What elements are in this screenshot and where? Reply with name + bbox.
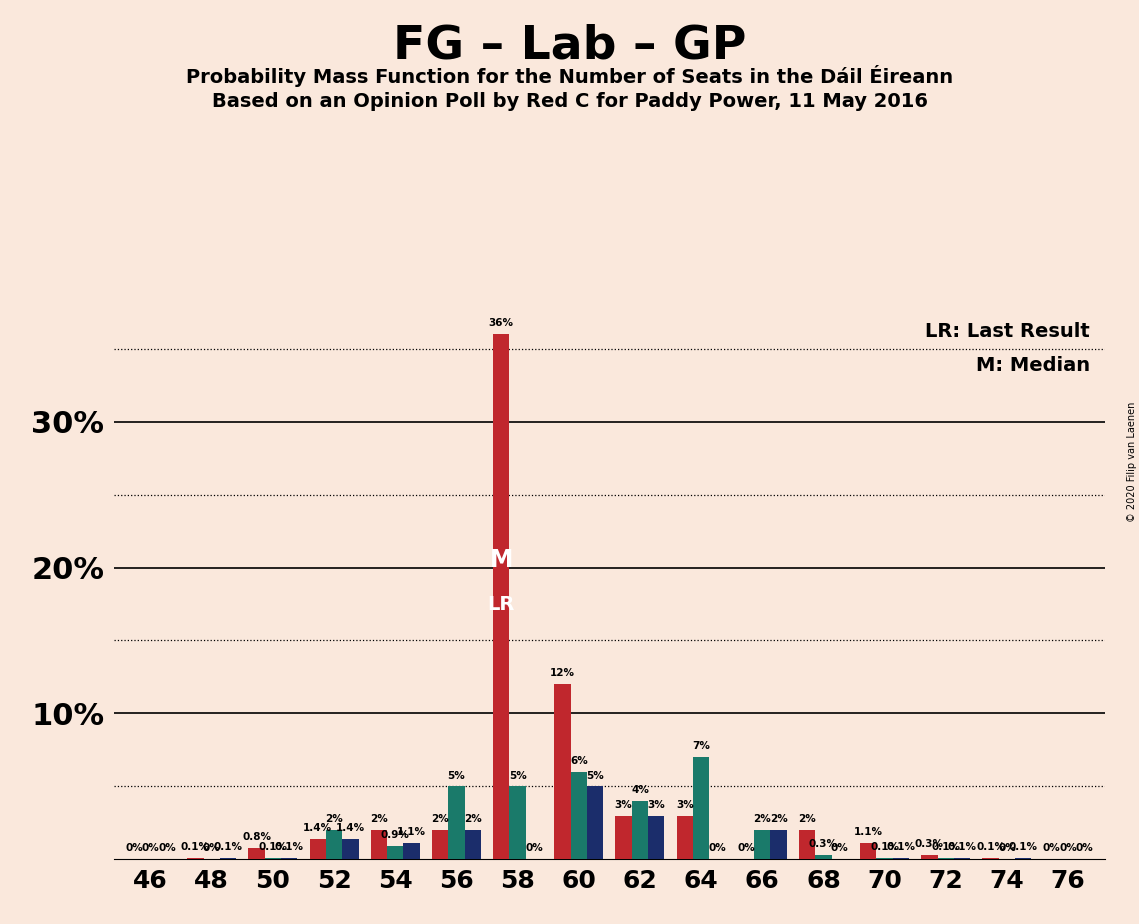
Text: 0%: 0% xyxy=(1059,844,1077,854)
Text: 0%: 0% xyxy=(998,844,1016,854)
Text: 0.1%: 0.1% xyxy=(181,842,210,852)
Text: 5%: 5% xyxy=(448,771,466,781)
Bar xyxy=(281,857,297,859)
Text: 0.8%: 0.8% xyxy=(243,832,271,842)
Bar xyxy=(798,830,816,859)
Text: 0.1%: 0.1% xyxy=(214,842,243,852)
Bar xyxy=(677,816,693,859)
Bar xyxy=(465,830,481,859)
Text: 0%: 0% xyxy=(203,844,221,854)
Bar xyxy=(632,801,648,859)
Bar xyxy=(937,857,954,859)
Bar xyxy=(877,857,893,859)
Bar xyxy=(220,857,236,859)
Bar xyxy=(693,757,710,859)
Text: 2%: 2% xyxy=(432,814,449,824)
Text: 7%: 7% xyxy=(693,741,710,751)
Text: 0.1%: 0.1% xyxy=(259,842,287,852)
Text: 2%: 2% xyxy=(798,814,816,824)
Bar xyxy=(403,844,420,859)
Bar xyxy=(770,830,787,859)
Text: 1.1%: 1.1% xyxy=(398,827,426,837)
Text: 1.1%: 1.1% xyxy=(854,827,883,837)
Text: 1.4%: 1.4% xyxy=(336,823,364,833)
Text: 0.3%: 0.3% xyxy=(809,839,838,849)
Text: 0%: 0% xyxy=(158,844,175,854)
Text: 0%: 0% xyxy=(1075,844,1093,854)
Text: 0%: 0% xyxy=(708,844,727,854)
Bar xyxy=(387,846,403,859)
Text: 0.1%: 0.1% xyxy=(932,842,960,852)
Text: 0.1%: 0.1% xyxy=(274,842,304,852)
Text: 0.9%: 0.9% xyxy=(380,831,410,840)
Bar xyxy=(571,772,587,859)
Text: 1.4%: 1.4% xyxy=(303,823,333,833)
Text: © 2020 Filip van Laenen: © 2020 Filip van Laenen xyxy=(1126,402,1137,522)
Text: 0%: 0% xyxy=(830,844,849,854)
Text: M: Median: M: Median xyxy=(976,356,1090,375)
Text: 0%: 0% xyxy=(737,844,755,854)
Bar xyxy=(187,857,204,859)
Text: 5%: 5% xyxy=(509,771,526,781)
Text: 0%: 0% xyxy=(125,844,144,854)
Bar xyxy=(893,857,909,859)
Bar xyxy=(371,830,387,859)
Text: FG – Lab – GP: FG – Lab – GP xyxy=(393,23,746,68)
Bar xyxy=(587,786,604,859)
Text: LR: LR xyxy=(487,594,515,614)
Bar xyxy=(1015,857,1032,859)
Bar xyxy=(264,857,281,859)
Text: 3%: 3% xyxy=(647,799,665,809)
Bar xyxy=(342,839,359,859)
Bar xyxy=(816,855,831,859)
Bar xyxy=(754,830,770,859)
Text: 0%: 0% xyxy=(1043,844,1060,854)
Bar xyxy=(432,830,449,859)
Text: 0.1%: 0.1% xyxy=(886,842,916,852)
Text: 2%: 2% xyxy=(770,814,787,824)
Text: 12%: 12% xyxy=(550,668,575,678)
Text: 0.3%: 0.3% xyxy=(915,839,944,849)
Bar xyxy=(493,334,509,859)
Bar xyxy=(648,816,664,859)
Bar xyxy=(310,839,326,859)
Text: 2%: 2% xyxy=(753,814,771,824)
Text: 6%: 6% xyxy=(570,756,588,766)
Text: 2%: 2% xyxy=(370,814,388,824)
Text: 3%: 3% xyxy=(615,799,632,809)
Bar xyxy=(248,847,264,859)
Text: 0.1%: 0.1% xyxy=(948,842,976,852)
Text: Probability Mass Function for the Number of Seats in the Dáil Éireann: Probability Mass Function for the Number… xyxy=(186,65,953,87)
Bar xyxy=(954,857,970,859)
Text: 0.1%: 0.1% xyxy=(1009,842,1038,852)
Text: LR: Last Result: LR: Last Result xyxy=(925,322,1090,341)
Text: 2%: 2% xyxy=(464,814,482,824)
Bar xyxy=(449,786,465,859)
Text: 2%: 2% xyxy=(326,814,343,824)
Bar xyxy=(983,857,999,859)
Text: 3%: 3% xyxy=(675,799,694,809)
Bar xyxy=(555,685,571,859)
Text: M: M xyxy=(490,548,513,572)
Bar xyxy=(921,855,937,859)
Text: 0%: 0% xyxy=(525,844,543,854)
Text: 0.1%: 0.1% xyxy=(870,842,899,852)
Text: 0.1%: 0.1% xyxy=(976,842,1005,852)
Text: 5%: 5% xyxy=(587,771,604,781)
Text: 4%: 4% xyxy=(631,785,649,796)
Text: 0%: 0% xyxy=(141,844,159,854)
Text: Based on an Opinion Poll by Red C for Paddy Power, 11 May 2016: Based on an Opinion Poll by Red C for Pa… xyxy=(212,92,927,112)
Bar xyxy=(860,844,877,859)
Bar xyxy=(326,830,342,859)
Bar xyxy=(509,786,526,859)
Text: 36%: 36% xyxy=(489,318,514,328)
Bar xyxy=(615,816,632,859)
